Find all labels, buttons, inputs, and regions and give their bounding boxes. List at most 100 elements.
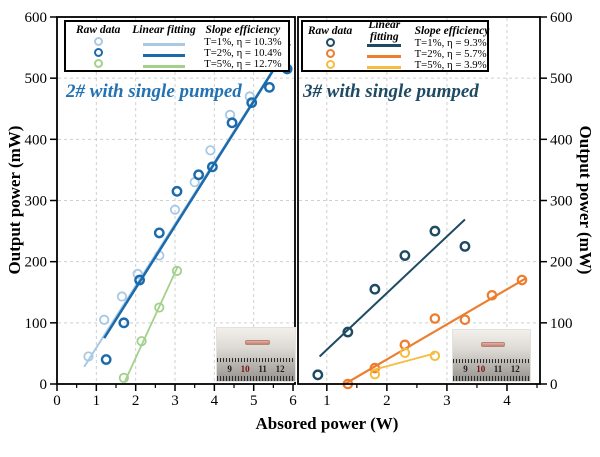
ruler-number: 9 [227,363,232,374]
legend-header-slope-efficiency: Slope efficiency [205,24,281,36]
data-point-T=1% [459,240,471,252]
fit-line-T=5% [372,352,436,371]
legend-label: T=2%, η = 5.7% [414,47,487,60]
data-point-T=1% [312,369,324,381]
y-tick-label: 600 [550,10,573,26]
y-tick-label: 300 [25,194,48,210]
line-sample-icon [367,44,402,47]
marker-icon [93,58,103,68]
marker-icon [93,36,103,46]
x-tick-label: 5 [250,393,258,409]
legend-label: T=5%, η = 12.7% [204,57,282,70]
x-tick-label: 0 [53,393,61,409]
x-tick-label: 4 [503,393,511,409]
y-tick-label: 400 [25,132,48,148]
legend-row: T=5%, η = 12.7% [69,57,285,70]
legend-label: T=2%, η = 10.4% [204,46,282,59]
x-tick-label: 2 [383,393,391,409]
y-tick-label: 200 [25,255,48,271]
legend-label: T=5%, η = 3.9% [414,58,487,71]
legend-label: T=1%, η = 9.3% [414,36,487,49]
data-point-T=2% [153,227,165,239]
legend-right: Raw data Linear fitting Slope efficiency… [301,18,490,72]
x-tick-label: 1 [93,393,101,409]
legend-row: T=5%, η = 3.9% [306,58,487,71]
y-tick-label: 200 [550,255,573,271]
crystal-rod [480,341,506,347]
ruler-number: 10 [476,364,486,375]
data-point-T=5% [118,372,129,383]
data-point-T=2% [246,97,258,109]
x-tick-label: 6 [289,393,297,409]
line-sample-icon [143,43,186,46]
data-point-T=5% [429,350,441,362]
data-point-T=2% [459,314,471,326]
y-axis-label-right: Output power (mW) [576,125,595,275]
x-axis-label: Absored power (W) [255,414,399,433]
ruler-number: 12 [510,364,520,375]
data-point-T=5% [369,369,381,380]
crystal-rod-photo [453,330,530,359]
legend-header-linear-fitting: Linear fitting [368,18,401,43]
y-axis-label-left: Output power (mW) [5,125,24,275]
data-point-T=5% [399,347,411,359]
panel-title-left: 2# with single pumped [66,81,242,102]
x-tick-label: 1 [323,393,331,409]
x-tick-label: 2 [132,393,140,409]
data-point-T=2% [134,274,146,286]
x-tick-label: 3 [171,393,179,409]
y-tick-label: 600 [25,10,48,26]
line-sample-icon [367,66,402,69]
crystal-rod [245,340,271,346]
legend-row: T=2%, η = 10.4% [69,46,285,59]
data-point-T=5% [154,302,165,313]
y-tick-label: 100 [25,316,48,332]
y-tick-label: 100 [550,316,573,332]
ruler-number: 12 [275,363,285,374]
data-point-T=2% [429,313,441,324]
legend-header-raw-data: Raw data [75,24,121,36]
y-tick-label: 300 [550,194,573,210]
marker-icon [325,48,335,58]
legend-header-row: Raw data Linear fitting Slope efficiency [69,24,285,36]
marker-icon [325,37,335,47]
y-tick-label: 0 [40,377,48,393]
data-point-T=2% [118,317,130,329]
marker-icon [325,59,335,69]
legend-header-raw-data: Raw data [307,24,353,37]
fit-line-T=1% [318,218,466,358]
data-point-T=2% [171,185,183,197]
ruler-number: 11 [258,363,267,374]
legend-row: T=1%, η = 9.3% [306,36,487,49]
y-tick-label: 0 [550,377,558,393]
legend-left: Raw data Linear fitting Slope efficiency… [64,20,290,72]
ruler-number: 9 [463,364,468,375]
y-tick-label: 400 [550,132,573,148]
line-sample-icon [143,65,186,68]
fit-line-T=2% [103,43,291,339]
data-point-T=2% [264,81,275,93]
data-point-T=1% [83,351,94,362]
data-point-T=1% [169,204,181,215]
legend-header-linear-fitting: Linear fitting [132,24,196,36]
data-point-T=1% [399,250,411,261]
data-point-T=1% [369,283,381,295]
legend-row: T=1%, η = 10.3% [69,36,285,48]
data-point-T=2% [206,161,218,173]
y-tick-label: 500 [25,71,48,87]
ruler-number: 10 [240,363,250,374]
ruler-number: 11 [493,364,503,375]
y-tick-label: 500 [550,71,573,87]
data-point-T=1% [132,268,143,279]
data-point-T=2% [226,117,238,129]
data-point-T=1% [244,91,255,102]
marker-icon [93,47,103,57]
legend-header-slope-efficiency: Slope efficiency [414,24,490,37]
data-point-T=1% [116,291,128,302]
legend-row: T=2%, η = 5.7% [306,47,487,60]
ruler-scale: 9 10 11 12 [453,358,530,381]
data-point-T=2% [100,354,112,365]
data-point-T=5% [136,336,147,347]
